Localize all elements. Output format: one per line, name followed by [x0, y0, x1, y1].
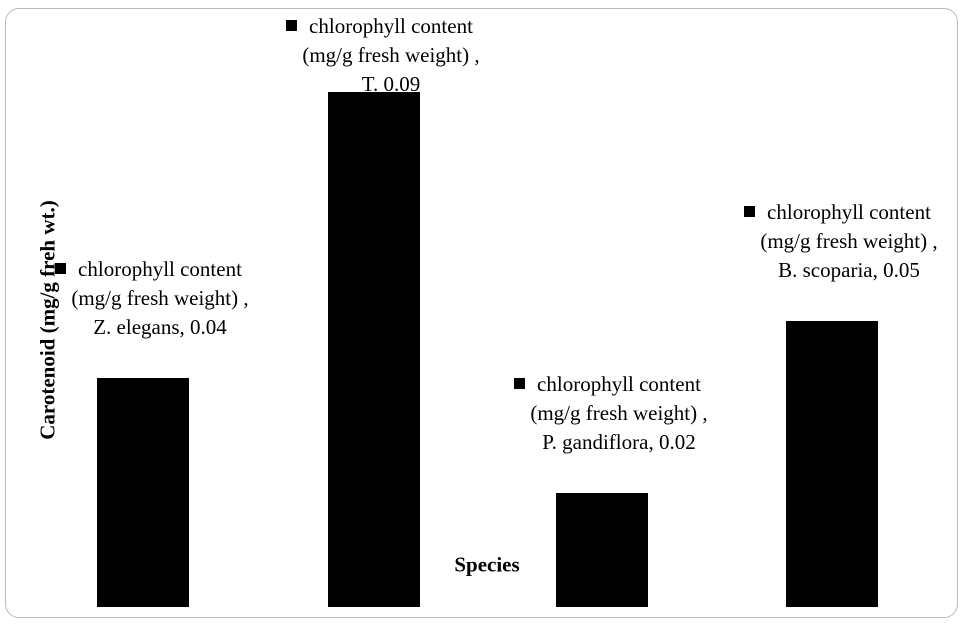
label-marker: [286, 20, 297, 31]
bar: [786, 321, 878, 607]
bar: [556, 492, 648, 607]
data-label: chlorophyll content (mg/g fresh weight) …: [71, 257, 249, 340]
y-axis-title: Carotenoid (mg/g freh wt.): [35, 200, 60, 440]
data-label: chlorophyll content (mg/g fresh weight) …: [302, 14, 480, 96]
data-label: chlorophyll content (mg/g fresh weight) …: [530, 371, 708, 454]
label-marker: [744, 206, 755, 217]
bar: [97, 378, 189, 607]
data-label: chlorophyll content (mg/g fresh weight) …: [760, 200, 938, 282]
label-marker: [55, 263, 66, 275]
chart-frame: [5, 8, 958, 618]
label-marker: [514, 377, 525, 389]
bar: [328, 92, 420, 607]
x-axis-title: Species: [454, 552, 520, 577]
